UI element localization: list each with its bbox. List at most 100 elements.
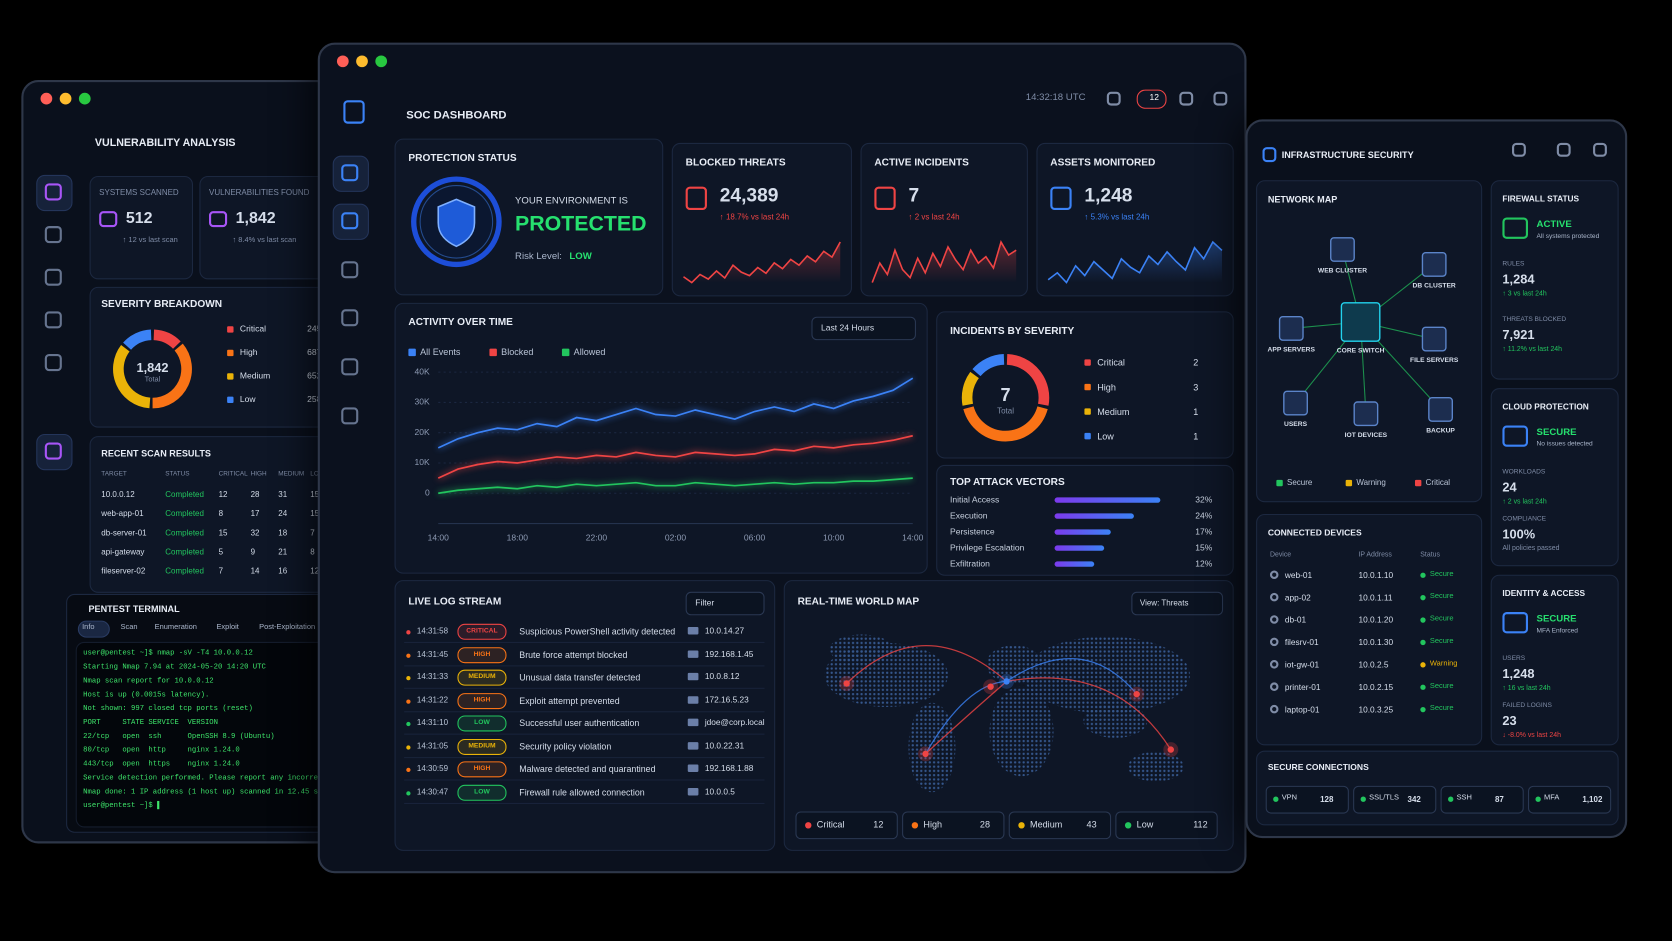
card-title: SECURE CONNECTIONS <box>1267 762 1369 773</box>
header-icon[interactable] <box>1106 91 1121 106</box>
card-title: NETWORK MAP <box>1267 194 1338 205</box>
device-ip: 10.0.2.5 <box>1358 660 1389 670</box>
column-header: LOW <box>310 471 325 477</box>
tab[interactable]: Post-Exploitation <box>259 623 316 632</box>
legend-dot <box>1414 479 1422 487</box>
device-ip: 10.0.3.25 <box>1358 704 1394 715</box>
tab[interactable]: Enumeration <box>154 623 197 632</box>
terminal-line: Nmap done: 1 IP address (1 host up) scan… <box>83 787 345 797</box>
nav-icon[interactable] <box>341 358 359 376</box>
metric-label: USERS <box>1502 654 1526 663</box>
window-control[interactable] <box>375 55 388 68</box>
nav-icon[interactable] <box>44 226 62 244</box>
window-control[interactable] <box>356 55 368 68</box>
node-label: FILE SERVERS <box>1410 357 1459 364</box>
filter-select[interactable]: Filter <box>685 591 765 616</box>
hotspot <box>843 680 850 687</box>
flag <box>687 626 699 635</box>
card-title: RECENT SCAN RESULTS <box>101 447 211 459</box>
legend-count: 12 <box>873 818 884 830</box>
table-cell: 16 <box>278 566 288 576</box>
nav-icon[interactable] <box>44 354 62 372</box>
nav-icon[interactable] <box>341 212 359 230</box>
severity-badge: MEDIUM <box>457 669 507 686</box>
window-control[interactable] <box>78 92 91 105</box>
log-time: 14:31:05 <box>416 740 449 751</box>
nav-icon[interactable] <box>341 164 359 182</box>
device-ip: 10.0.1.30 <box>1358 637 1394 648</box>
legend-value: 2 <box>1193 357 1199 368</box>
hotspot <box>1003 678 1010 685</box>
nav-icon[interactable] <box>44 442 62 460</box>
table-cell: 31 <box>278 489 288 500</box>
table-cell: 18 <box>278 527 288 538</box>
table-cell: Completed <box>165 489 204 500</box>
activity-chart: 0 10K 20K 30K 40K 14:00 18:00 22:00 02:00 06:00 10… <box>415 366 924 542</box>
stat-card: SYSTEMS SCANNED 512 ↑ 12 vs last scan <box>89 175 194 280</box>
hotspot <box>987 683 994 690</box>
view-select[interactable]: View: Threats <box>1131 591 1224 616</box>
metric-value: 7,921 <box>1502 327 1535 343</box>
nav-icon[interactable] <box>44 268 62 286</box>
device-name: laptop-01 <box>1284 704 1320 715</box>
nav-icon[interactable] <box>341 309 359 327</box>
nav-icon[interactable] <box>341 407 359 425</box>
severity-dot <box>406 653 411 658</box>
table-cell: 21 <box>278 547 288 557</box>
header-icon[interactable] <box>1593 142 1607 157</box>
header-icon[interactable] <box>1179 91 1194 106</box>
map-legend-item: Critical 12 <box>795 811 898 840</box>
device-name: filesrv-01 <box>1284 637 1319 648</box>
nav-icon[interactable] <box>44 183 62 201</box>
node-label: BACKUP <box>1426 428 1455 435</box>
value-label: 32% <box>1195 494 1212 504</box>
nav-active <box>332 155 369 192</box>
window-control[interactable] <box>336 55 349 68</box>
donut-segment <box>153 329 181 350</box>
log-source: jdoe@corp.local <box>704 717 765 728</box>
icon <box>1050 186 1072 211</box>
header-icon[interactable] <box>1213 91 1228 106</box>
node <box>1428 397 1453 422</box>
window-control[interactable] <box>59 92 72 105</box>
status-dot <box>1535 796 1541 802</box>
bar-chart: Initial Access 32% Execution 24% Persistence… <box>950 494 1213 568</box>
incidents-card: INCIDENTS BY SEVERITY 7 Total Critical 2 High… <box>936 311 1234 459</box>
severity-badge: LOW <box>457 784 507 801</box>
value-label: 12% <box>1195 558 1212 568</box>
status-dot <box>1360 796 1366 802</box>
severity-label: LOW <box>474 787 490 795</box>
nav-icon[interactable] <box>341 261 359 279</box>
series-line <box>437 434 913 479</box>
device-status: Warning <box>1429 660 1458 668</box>
donut-segment <box>113 345 151 409</box>
column-header: TARGET <box>101 471 127 478</box>
range-select[interactable]: Last 24 Hours <box>811 316 916 341</box>
nav-icon[interactable] <box>44 311 62 329</box>
header-icon[interactable] <box>1512 142 1526 157</box>
metric-value: 1,284 <box>1502 271 1535 287</box>
tab[interactable]: Info <box>82 623 95 632</box>
state: ACTIVE <box>1536 218 1572 230</box>
tab[interactable]: Exploit <box>216 623 239 632</box>
row-divider <box>404 664 765 666</box>
window-control[interactable] <box>40 92 53 105</box>
node-label: DB CLUSTER <box>1413 283 1456 290</box>
card-title: LIVE LOG STREAM <box>408 596 502 608</box>
severity-badge: HIGH <box>457 761 507 778</box>
ring <box>411 176 502 268</box>
tab[interactable]: Scan <box>120 623 138 632</box>
stat-label: VULNERABILITIES FOUND <box>208 187 310 198</box>
continent <box>1023 636 1190 714</box>
header-icon[interactable] <box>1556 142 1571 157</box>
terminal-line: 80/tcp open http nginx 1.24.0 <box>83 746 240 755</box>
device-ip: 10.0.1.20 <box>1358 615 1394 625</box>
table-cell: 14 <box>250 566 260 576</box>
notification-badge[interactable]: 12 <box>1136 89 1167 109</box>
log-message: Successful user authentication <box>519 717 640 729</box>
kpi-card: BLOCKED THREATS 24,389 ↑ 18.7% vs last 24h <box>671 142 852 297</box>
logo <box>1262 147 1277 163</box>
donut-segment <box>963 406 1048 442</box>
severity-dot <box>406 767 411 773</box>
